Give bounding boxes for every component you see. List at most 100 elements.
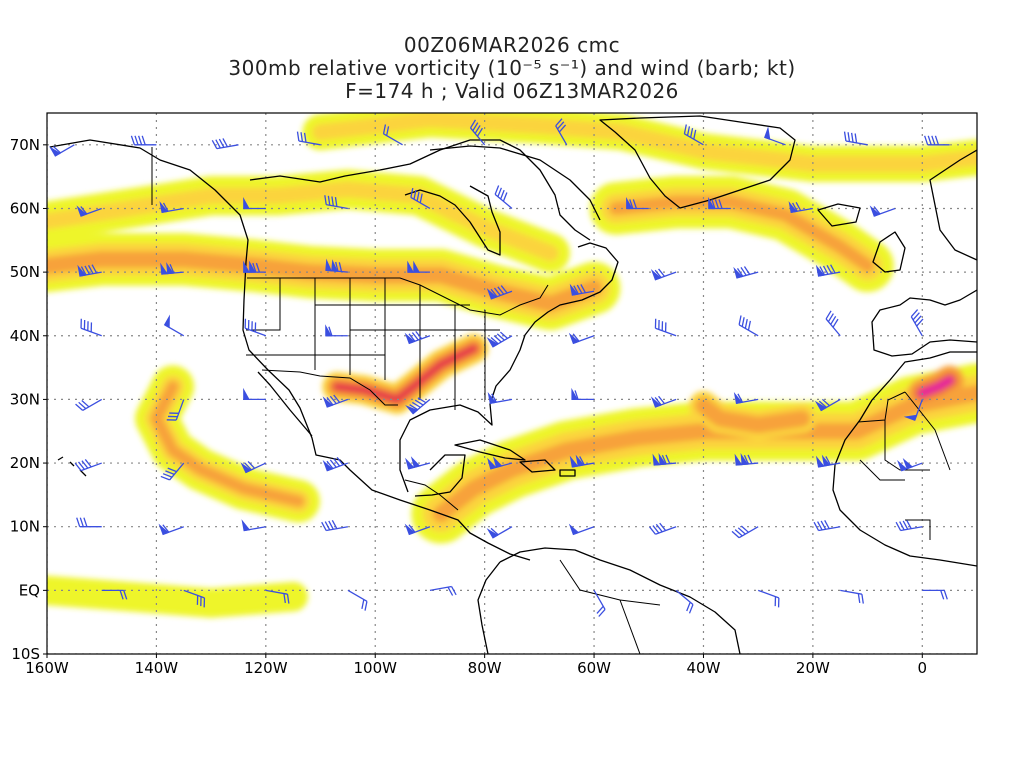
lon-label: 160W <box>25 659 69 677</box>
coastline-cuba <box>454 439 526 461</box>
wind-barb <box>74 459 102 472</box>
wind-barb <box>487 392 513 404</box>
graticule <box>47 113 977 654</box>
wind-barb <box>244 318 267 337</box>
wind-barb <box>76 517 102 528</box>
wind-barb <box>160 262 184 275</box>
lat-label: 30N <box>10 390 40 408</box>
wind-barb <box>910 309 924 337</box>
lat-label: 10S <box>11 645 40 663</box>
wind-barb <box>758 653 760 654</box>
vorticity-north-pacific-jet-level3 <box>47 251 603 313</box>
wind-barb <box>487 456 513 470</box>
lon-label: 80W <box>468 659 502 677</box>
wind-barb <box>649 522 677 535</box>
coastline-arctic <box>249 139 591 241</box>
wind-barb <box>405 456 431 470</box>
vorticity-shading <box>47 113 977 618</box>
wind-barb <box>733 266 759 279</box>
wind-barbs <box>48 118 950 654</box>
wind-barb <box>322 394 349 408</box>
wind-barb <box>243 196 266 210</box>
wind-barb <box>265 589 290 604</box>
coastline-africa <box>832 351 977 567</box>
wind-barb <box>325 258 348 273</box>
coastline-greenland <box>599 115 796 209</box>
wind-barb <box>48 144 75 157</box>
lat-label: 50N <box>10 263 40 281</box>
wind-barb <box>813 519 841 532</box>
longitude-labels: 160W 140W 120W 100W 80W 60W 40W 20W 0 <box>25 654 927 677</box>
lon-label: 100W <box>354 659 398 677</box>
border-south-america <box>559 559 661 654</box>
vorticity-upper-canada-band-level2 <box>47 181 559 262</box>
vorticity-east-pacific-cutoff-level3 <box>150 380 305 507</box>
wind-barb <box>924 135 950 146</box>
wind-barb <box>404 523 431 536</box>
lat-label: 20N <box>10 454 40 472</box>
wind-barb <box>815 454 841 468</box>
border-africa <box>857 391 951 540</box>
latitude-labels: 70N 60N 50N 40N 30N 20N 10N EQ 10S <box>10 136 47 663</box>
vorticity-texas-trough-level5 <box>334 346 477 402</box>
political-borders <box>151 147 951 654</box>
vorticity-mid-atlantic-cutoff-level3 <box>695 397 811 434</box>
wind-barb <box>494 185 513 209</box>
wind-barb <box>734 453 759 466</box>
wind-barb <box>324 195 348 210</box>
lat-label: 10N <box>10 518 40 536</box>
chart-title-run: 00Z06MAR2026 cmc <box>403 33 621 57</box>
wind-barb <box>76 205 102 217</box>
wind-barb <box>814 398 841 412</box>
vorticity-morocco-low-level6 <box>918 376 954 398</box>
wind-barb <box>650 268 677 281</box>
lon-label: 40W <box>687 659 721 677</box>
wind-barb <box>654 318 677 337</box>
wind-barb <box>555 118 568 146</box>
wind-barb <box>840 589 864 604</box>
wind-barb <box>708 196 731 210</box>
wind-barb <box>593 590 606 617</box>
vorticity-greenland-atlantic-jet-level3 <box>609 195 875 273</box>
wind-barb <box>764 126 786 146</box>
wind-barb <box>486 285 513 300</box>
wind-barb <box>738 315 759 337</box>
coastline-south-america <box>499 547 741 654</box>
wind-barb <box>733 392 759 404</box>
border-mexico-central <box>404 479 459 511</box>
lat-label: 40N <box>10 327 40 345</box>
wind-barb <box>405 397 431 415</box>
wind-barb <box>922 589 948 600</box>
lon-label: 20W <box>796 659 830 677</box>
wind-barb <box>158 523 184 536</box>
wind-barb <box>675 589 694 614</box>
wind-barb <box>101 653 104 654</box>
coastline-hispaniola <box>519 459 556 473</box>
wind-barb <box>788 201 813 214</box>
lon-label: 140W <box>135 659 179 677</box>
wind-barb <box>652 453 677 466</box>
wind-barb <box>163 314 185 337</box>
wind-barb <box>757 589 780 608</box>
wind-barb <box>183 653 186 654</box>
wind-barb <box>183 589 206 608</box>
plot-frame <box>46 112 978 655</box>
coastline-puerto-rico <box>559 469 576 477</box>
wind-barb <box>815 264 841 277</box>
wind-barb <box>897 457 923 472</box>
wind-barb <box>568 332 595 345</box>
wind-barb <box>382 124 403 146</box>
wind-barb <box>325 324 348 337</box>
wind-barb <box>429 585 457 596</box>
wind-barb <box>296 131 321 146</box>
coastline-baffin <box>429 145 601 221</box>
coastline-scandinavia <box>929 149 977 261</box>
wind-barb <box>731 525 759 539</box>
border-us-canada <box>247 277 549 316</box>
wind-barb <box>75 398 103 411</box>
coastline-south-america-west <box>477 561 501 654</box>
wind-barb <box>825 310 841 337</box>
wind-barb <box>322 457 349 472</box>
wind-barb <box>77 264 102 277</box>
